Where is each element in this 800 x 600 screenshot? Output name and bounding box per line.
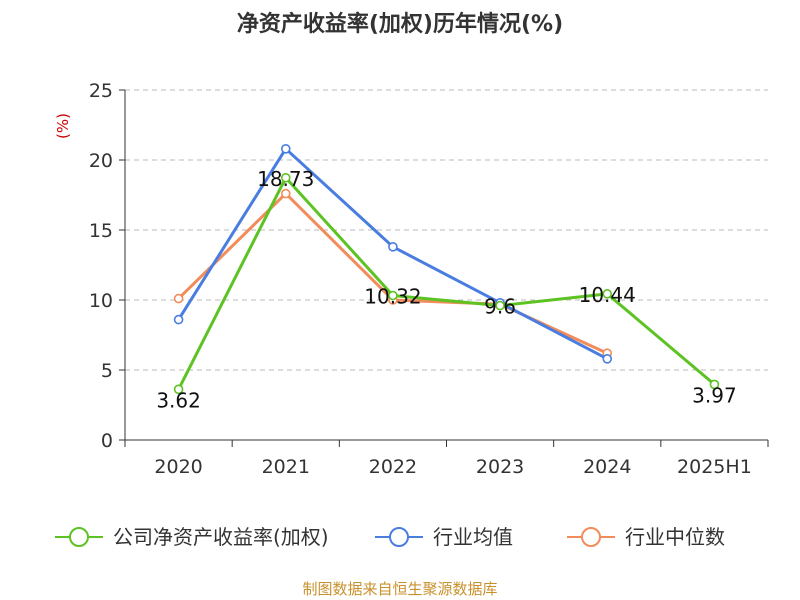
data-label: 18.73 <box>257 167 314 191</box>
data-point <box>280 144 291 154</box>
y-axis-label: (%) <box>54 113 72 139</box>
legend-item: 行业均值 <box>375 525 513 549</box>
legend-marker-icon <box>581 527 601 547</box>
x-tick-label: 2022 <box>369 456 417 478</box>
x-tick-label: 2025H1 <box>677 456 752 478</box>
data-point <box>388 290 398 301</box>
data-label: 10.32 <box>364 285 421 309</box>
axis-layer: 0 5 10 15 20 25 2020 2021 2022 2023 2024 2025H1 (%) <box>54 80 769 478</box>
x-tick-label: 2024 <box>583 456 631 478</box>
data-point <box>388 242 398 252</box>
x-tick-label: 2020 <box>154 456 202 478</box>
y-tick-label: 5 <box>101 360 113 382</box>
data-label: 10.44 <box>579 283 636 307</box>
series-line <box>177 176 716 390</box>
legend-item: 公司净资产收益率(加权) <box>55 525 329 549</box>
data-point <box>602 353 613 364</box>
legend: 公司净资产收益率(加权) 行业均值 行业中位数 <box>55 525 725 549</box>
data-point <box>495 300 505 311</box>
series-layer <box>173 144 720 395</box>
legend-marker-icon <box>69 527 89 547</box>
y-tick-label: 25 <box>89 80 113 102</box>
series-line <box>177 147 608 361</box>
legend-label: 公司净资产收益率(加权) <box>113 525 329 549</box>
data-label: 9.6 <box>484 295 516 319</box>
y-tick-label: 15 <box>89 220 113 242</box>
data-point <box>280 172 291 183</box>
data-point <box>602 289 613 299</box>
legend-item: 行业中位数 <box>567 525 725 549</box>
data-point <box>173 314 184 325</box>
data-point <box>709 379 720 390</box>
x-tick-label: 2023 <box>476 456 524 478</box>
legend-label: 行业均值 <box>433 525 513 549</box>
y-tick-label: 0 <box>101 430 113 452</box>
data-point <box>280 188 291 199</box>
y-tick-label: 10 <box>89 290 113 312</box>
data-point <box>173 384 184 395</box>
legend-label: 行业中位数 <box>625 525 725 549</box>
source-note: 制图数据来自恒生聚源数据库 <box>302 580 498 598</box>
legend-marker-icon <box>389 527 409 547</box>
x-tick-label: 2021 <box>262 456 310 478</box>
grid-layer <box>125 89 768 371</box>
data-point <box>173 293 184 304</box>
data-label-layer: 3.62 18.73 10.32 9.6 10.44 3.97 <box>156 167 736 413</box>
data-label: 3.62 <box>156 388 201 412</box>
chart-title: 净资产收益率(加权)历年情况(%) <box>236 12 564 37</box>
y-tick-label: 20 <box>89 150 113 172</box>
data-label: 3.97 <box>692 383 737 407</box>
